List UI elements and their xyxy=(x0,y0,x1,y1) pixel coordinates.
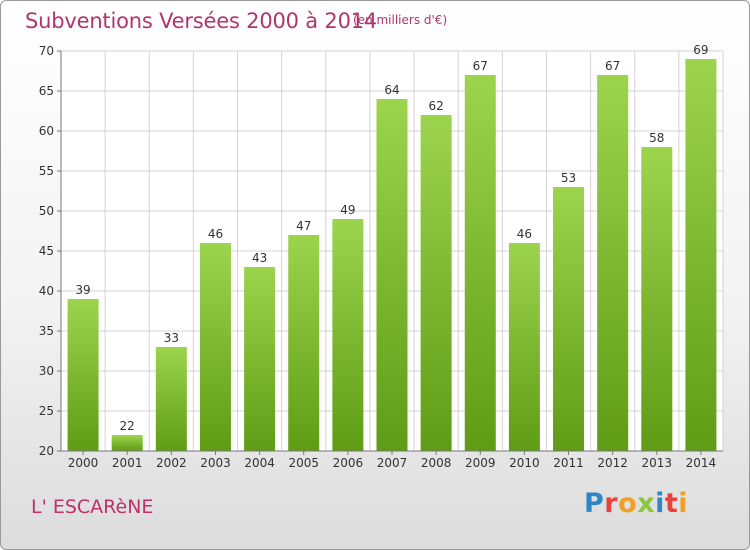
chart-title: Subventions Versées 2000 à 2014 xyxy=(25,9,378,33)
bar-value-label: 53 xyxy=(561,171,576,185)
x-tick-label: 2012 xyxy=(597,456,628,470)
logo-letter: P xyxy=(584,488,605,519)
bar-value-label: 69 xyxy=(693,43,708,57)
y-tick-label: 20 xyxy=(39,444,54,458)
bar xyxy=(376,99,408,451)
bar-value-label: 46 xyxy=(208,227,223,241)
x-tick-label: 2014 xyxy=(686,456,717,470)
proxiti-logo: Proxiti xyxy=(584,488,688,519)
y-tick-label: 35 xyxy=(39,324,54,338)
bar-value-label: 62 xyxy=(428,99,443,113)
y-tick-label: 25 xyxy=(39,404,54,418)
y-tick-label: 70 xyxy=(39,44,54,58)
bar xyxy=(641,147,673,451)
bar-value-label: 22 xyxy=(120,419,135,433)
bar xyxy=(67,299,99,451)
chart-subtitle: (en milliers d'€) xyxy=(353,13,448,27)
bar-value-label: 67 xyxy=(605,59,620,73)
x-tick-label: 2011 xyxy=(553,456,584,470)
logo-letter: r xyxy=(604,488,619,519)
logo-letter: i xyxy=(655,488,665,519)
x-tick-label: 2000 xyxy=(68,456,99,470)
bar-value-label: 39 xyxy=(75,283,90,297)
x-tick-label: 2001 xyxy=(112,456,143,470)
bar xyxy=(155,347,187,451)
bar-value-label: 49 xyxy=(340,203,355,217)
bar xyxy=(332,219,364,451)
bar-value-label: 58 xyxy=(649,131,664,145)
x-tick-label: 2007 xyxy=(377,456,408,470)
x-tick-label: 2010 xyxy=(509,456,540,470)
x-tick-label: 2003 xyxy=(200,456,231,470)
bar-value-label: 64 xyxy=(384,83,399,97)
x-tick-label: 2002 xyxy=(156,456,187,470)
bar-value-label: 46 xyxy=(517,227,532,241)
bar-value-label: 43 xyxy=(252,251,267,265)
y-tick-label: 65 xyxy=(39,84,54,98)
y-tick-label: 50 xyxy=(39,204,54,218)
y-tick-label: 45 xyxy=(39,244,54,258)
y-tick-label: 30 xyxy=(39,364,54,378)
logo-letter: x xyxy=(637,488,656,519)
logo-letter: t xyxy=(664,488,679,519)
bar xyxy=(464,75,496,451)
bar xyxy=(685,59,717,451)
bar xyxy=(244,267,276,451)
bar xyxy=(508,243,540,451)
commune-name: L' ESCARèNE xyxy=(31,496,154,518)
x-tick-label: 2006 xyxy=(333,456,364,470)
bar xyxy=(199,243,231,451)
bar xyxy=(553,187,585,451)
bar xyxy=(111,435,143,451)
bar xyxy=(597,75,629,451)
x-tick-label: 2005 xyxy=(288,456,319,470)
logo-letter: i xyxy=(678,488,689,519)
logo-letter: o xyxy=(618,488,638,519)
bar-value-label: 33 xyxy=(164,331,179,345)
x-tick-label: 2013 xyxy=(642,456,673,470)
y-tick-label: 40 xyxy=(39,284,54,298)
bar-value-label: 47 xyxy=(296,219,311,233)
x-tick-label: 2009 xyxy=(465,456,496,470)
x-tick-label: 2008 xyxy=(421,456,452,470)
y-tick-label: 55 xyxy=(39,164,54,178)
x-tick-label: 2004 xyxy=(244,456,275,470)
bar-value-label: 67 xyxy=(473,59,488,73)
bar xyxy=(288,235,320,451)
bar xyxy=(420,115,452,451)
y-tick-label: 60 xyxy=(39,124,54,138)
